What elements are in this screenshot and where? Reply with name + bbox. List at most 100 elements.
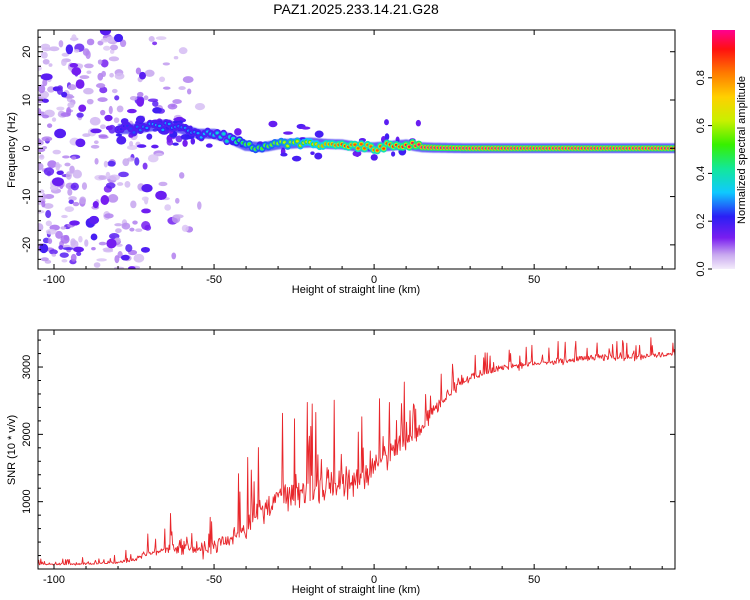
spectrogram-speckle [105,182,116,189]
spectrogram-ridge-cell [132,131,136,134]
spectrogram-speckle [79,196,87,205]
spectrogram-speckle [67,84,77,91]
spectrogram-speckle [68,199,74,205]
spectrogram-speckle [115,228,122,234]
spectrogram-speckle [114,223,123,227]
spectrogram-speckle [61,259,68,263]
spectrogram-speckle [58,40,64,48]
spectrogram-speckle [86,38,95,46]
spectrogram-speckle [56,106,65,111]
spectrogram-x-axis: -100 -50 0 50 [43,30,663,286]
spectrogram-speckle [116,136,127,145]
spectrogram-speckle [71,67,82,76]
spectrogram-x-tick-label: 50 [528,274,540,286]
spectrogram-speckle [61,58,67,67]
snr-x-tick-label: 0 [371,574,377,586]
spectrogram-speckle [81,182,88,190]
spectrogram-speckle [89,116,101,126]
snr-x-label: Height of straight line (km) [292,584,420,596]
spectrogram-speckle [135,228,143,232]
spectrogram-speckle [116,182,124,186]
spectrogram-speckle [82,133,91,137]
spectrogram-speckle [38,108,42,115]
spectrogram-speckle [415,119,421,127]
spectrogram-speckle [48,63,53,67]
spectrogram-speckle [42,58,50,65]
spectrogram-speckle [142,162,148,170]
spectrogram-speckle [314,152,323,160]
spectrogram-speckle [97,59,103,65]
spectrogram-speckle [86,70,92,75]
spectrogram-speckle [182,76,194,83]
spectrogram-speckle [113,117,120,124]
spectrogram-speckle [93,140,99,145]
spectrogram-speckle [141,183,153,193]
spectrogram-speckle [38,138,41,145]
spectrogram-speckle [122,158,130,167]
spectrogram-y-tick-label: 0 [21,145,33,151]
spectrogram-speckle [109,49,115,55]
spectrogram-speckle [56,170,64,175]
spectrogram-speckle [143,95,149,101]
spectrogram-speckle [182,139,188,147]
spectrogram-speckle [114,255,120,264]
colorbar-tick-label: 0.4 [695,166,707,181]
spectrogram-speckle [48,46,60,52]
spectrogram-speckle [64,162,71,167]
spectrogram-speckle [45,228,57,235]
spectrogram-speckle [54,128,67,139]
spectrogram-speckle [42,78,48,87]
spectrogram-speckle [59,252,69,258]
spectrogram-speckle [65,171,72,180]
spectrogram-speckle [158,181,168,187]
spectrogram-speckle [108,56,120,62]
spectrogram-speckle [71,156,77,160]
spectrogram-speckle [121,222,131,230]
spectrogram-speckle [105,125,113,131]
spectrogram-speckle [101,70,106,77]
spectrogram-speckle [104,114,113,122]
spectrogram-speckle [70,240,79,249]
spectrogram-speckle [97,40,104,46]
spectrogram-speckle [78,104,87,112]
spectrogram-speckle [40,73,53,81]
spectrogram-speckle [120,254,130,261]
spectrogram-speckle [41,136,53,142]
spectrogram-speckle [130,200,137,209]
spectrogram-speckle [43,193,55,199]
spectrogram-speckle [95,83,106,89]
spectrogram-speckle [46,123,53,128]
spectrogram-speckle [146,133,153,140]
spectrogram-speckle [106,238,117,249]
spectrogram-speckle [148,36,155,42]
spectrogram-y-label: Frequency (Hz) [6,112,18,188]
spectrogram-x-tick-label: 0 [371,274,377,286]
spectrogram-speckle [127,108,137,114]
spectrogram-speckle [70,182,79,191]
snr-panel: -100 -50 0 50 1000 2000 3000 Height of straig… [6,329,676,596]
spectrogram-speckle [136,97,145,107]
spectrogram-frame [37,29,676,270]
spectrogram-speckle [126,145,138,151]
spectrogram-speckle [100,38,110,43]
spectrogram-speckle [391,151,396,157]
spectrogram-speckle [151,144,159,149]
spectrogram-speckle [159,76,166,83]
colorbar-label: Normalized spectral amplitude [736,76,748,224]
spectrogram-speckle [55,230,63,239]
spectrogram-speckle [96,258,107,262]
colorbar-tick-label: 0.2 [695,214,707,229]
spectrogram-ridge-cell [167,122,171,126]
spectrogram-speckle [40,43,51,50]
spectrogram-speckle [67,188,73,196]
spectrogram-speckle [152,100,159,107]
spectrogram-speckle [172,99,182,105]
spectrogram-speckle [43,203,54,209]
spectrogram-speckle [67,101,75,109]
spectrogram-speckle [172,142,179,146]
spectrogram-speckle [76,251,82,256]
spectrogram-speckle [69,63,79,68]
spectrogram-speckle [136,144,147,148]
spectrogram-y-tick-label: 10 [21,94,33,106]
